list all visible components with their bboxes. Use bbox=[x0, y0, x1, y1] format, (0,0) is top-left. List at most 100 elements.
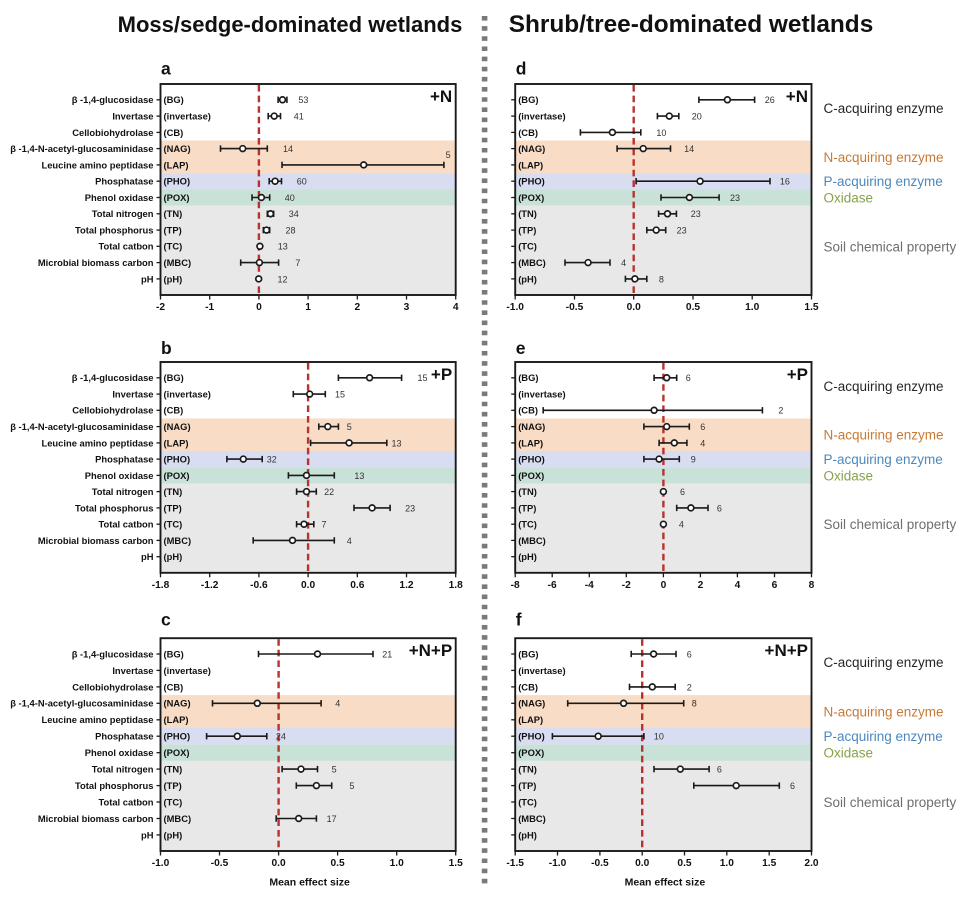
svg-text:(NAG): (NAG) bbox=[518, 698, 545, 709]
svg-text:1.8: 1.8 bbox=[449, 580, 463, 591]
svg-text:(TP): (TP) bbox=[518, 502, 536, 513]
svg-text:(pH): (pH) bbox=[518, 551, 537, 562]
svg-text:0.0: 0.0 bbox=[301, 580, 315, 591]
svg-text:(LAP): (LAP) bbox=[164, 159, 189, 170]
svg-text:1: 1 bbox=[305, 302, 311, 313]
svg-text:Cellobiohydrolase: Cellobiohydrolase bbox=[72, 681, 153, 692]
svg-text:1.2: 1.2 bbox=[399, 580, 413, 591]
svg-text:2.0: 2.0 bbox=[804, 858, 818, 869]
svg-text:(POX): (POX) bbox=[164, 192, 190, 203]
svg-text:N-acquiring enzyme: N-acquiring enzyme bbox=[824, 428, 944, 443]
svg-text:β -1,4-glucosidase: β -1,4-glucosidase bbox=[72, 94, 154, 105]
svg-text:C-acquiring enzyme: C-acquiring enzyme bbox=[824, 655, 944, 670]
svg-text:Invertase: Invertase bbox=[112, 389, 153, 400]
svg-text:a: a bbox=[161, 59, 171, 79]
svg-text:(PHO): (PHO) bbox=[164, 176, 191, 187]
svg-text:-0.5: -0.5 bbox=[566, 302, 584, 313]
svg-text:(CB): (CB) bbox=[164, 681, 184, 692]
svg-text:(invertase): (invertase) bbox=[164, 665, 211, 676]
svg-text:Phenol oxidase: Phenol oxidase bbox=[85, 470, 154, 481]
svg-text:1.0: 1.0 bbox=[390, 858, 404, 869]
svg-text:+N: +N bbox=[430, 87, 452, 106]
svg-text:Cellobiohydrolase: Cellobiohydrolase bbox=[72, 405, 153, 416]
svg-text:β -1,4-N-acetyl-glucosaminidas: β -1,4-N-acetyl-glucosaminidase bbox=[10, 698, 153, 709]
svg-text:Phenol oxidase: Phenol oxidase bbox=[85, 747, 154, 758]
svg-text:24: 24 bbox=[276, 732, 286, 742]
svg-text:0.0: 0.0 bbox=[635, 858, 649, 869]
svg-text:-1.0: -1.0 bbox=[506, 302, 524, 313]
svg-text:4: 4 bbox=[453, 302, 459, 313]
svg-text:(TC): (TC) bbox=[164, 519, 183, 530]
svg-text:(PHO): (PHO) bbox=[518, 454, 545, 465]
svg-text:14: 14 bbox=[684, 144, 694, 154]
svg-text:Soil chemical property: Soil chemical property bbox=[824, 239, 957, 254]
svg-text:6: 6 bbox=[680, 487, 685, 497]
svg-text:(MBC): (MBC) bbox=[518, 813, 546, 824]
svg-text:23: 23 bbox=[677, 226, 687, 236]
svg-text:(NAG): (NAG) bbox=[518, 421, 545, 432]
svg-text:4: 4 bbox=[679, 520, 684, 530]
svg-text:21: 21 bbox=[382, 649, 392, 659]
svg-text:(TP): (TP) bbox=[164, 502, 182, 513]
svg-text:(TC): (TC) bbox=[164, 796, 183, 807]
svg-text:+P: +P bbox=[787, 365, 808, 384]
svg-text:4: 4 bbox=[735, 580, 741, 591]
svg-text:(TN): (TN) bbox=[164, 486, 183, 497]
svg-text:Leucine amino peptidase: Leucine amino peptidase bbox=[41, 159, 153, 170]
svg-text:15: 15 bbox=[418, 373, 428, 383]
svg-text:1.5: 1.5 bbox=[449, 858, 463, 869]
svg-text:(NAG): (NAG) bbox=[518, 143, 545, 154]
svg-text:9: 9 bbox=[691, 455, 696, 465]
svg-text:(pH): (pH) bbox=[164, 273, 183, 284]
svg-text:P-acquiring enzyme: P-acquiring enzyme bbox=[824, 174, 943, 189]
svg-text:-0.5: -0.5 bbox=[211, 858, 229, 869]
svg-text:β -1,4-N-acetyl-glucosaminidas: β -1,4-N-acetyl-glucosaminidase bbox=[10, 421, 153, 432]
svg-text:Microbial biomass carbon: Microbial biomass carbon bbox=[38, 535, 154, 546]
svg-text:(TP): (TP) bbox=[518, 225, 536, 236]
svg-text:14: 14 bbox=[283, 144, 293, 154]
svg-text:(CB): (CB) bbox=[164, 405, 184, 416]
svg-text:Total nitrogen: Total nitrogen bbox=[92, 486, 154, 497]
svg-text:-1.5: -1.5 bbox=[506, 858, 524, 869]
svg-text:(MBC): (MBC) bbox=[164, 813, 192, 824]
svg-text:+N+P: +N+P bbox=[409, 641, 452, 660]
svg-text:Phosphatase: Phosphatase bbox=[95, 454, 153, 465]
svg-text:8: 8 bbox=[659, 274, 664, 284]
svg-text:b: b bbox=[161, 338, 172, 358]
svg-text:(TP): (TP) bbox=[164, 225, 182, 236]
svg-text:6: 6 bbox=[717, 503, 722, 513]
svg-text:Soil chemical property: Soil chemical property bbox=[824, 517, 957, 532]
svg-text:Oxidase: Oxidase bbox=[824, 746, 874, 761]
svg-text:(POX): (POX) bbox=[164, 747, 190, 758]
svg-text:(LAP): (LAP) bbox=[164, 714, 189, 725]
svg-text:0: 0 bbox=[661, 580, 667, 591]
svg-text:(TC): (TC) bbox=[518, 796, 537, 807]
svg-text:(pH): (pH) bbox=[164, 829, 183, 840]
svg-text:Total catbon: Total catbon bbox=[98, 519, 153, 530]
svg-text:(invertase): (invertase) bbox=[518, 665, 565, 676]
svg-text:10: 10 bbox=[654, 732, 664, 742]
svg-text:Leucine amino peptidase: Leucine amino peptidase bbox=[41, 714, 153, 725]
svg-text:5: 5 bbox=[347, 422, 352, 432]
svg-text:(CB): (CB) bbox=[518, 405, 538, 416]
svg-text:6: 6 bbox=[686, 373, 691, 383]
svg-text:1.5: 1.5 bbox=[804, 302, 818, 313]
svg-text:5: 5 bbox=[446, 150, 451, 160]
svg-text:Microbial biomass carbon: Microbial biomass carbon bbox=[38, 257, 154, 268]
svg-text:pH: pH bbox=[141, 829, 154, 840]
svg-text:(MBC): (MBC) bbox=[164, 257, 192, 268]
svg-text:Soil chemical property: Soil chemical property bbox=[824, 795, 957, 810]
svg-text:Total nitrogen: Total nitrogen bbox=[92, 764, 154, 775]
svg-text:(CB): (CB) bbox=[518, 127, 538, 138]
svg-text:(BG): (BG) bbox=[518, 94, 538, 105]
svg-text:16: 16 bbox=[780, 177, 790, 187]
svg-text:C-acquiring enzyme: C-acquiring enzyme bbox=[824, 379, 944, 394]
svg-text:+N: +N bbox=[786, 87, 808, 106]
svg-text:(NAG): (NAG) bbox=[164, 143, 191, 154]
svg-text:N-acquiring enzyme: N-acquiring enzyme bbox=[824, 705, 944, 720]
svg-text:6: 6 bbox=[772, 580, 778, 591]
svg-text:(PHO): (PHO) bbox=[164, 731, 191, 742]
svg-text:1.0: 1.0 bbox=[745, 302, 759, 313]
svg-text:8: 8 bbox=[692, 699, 697, 709]
svg-text:(BG): (BG) bbox=[164, 372, 184, 383]
